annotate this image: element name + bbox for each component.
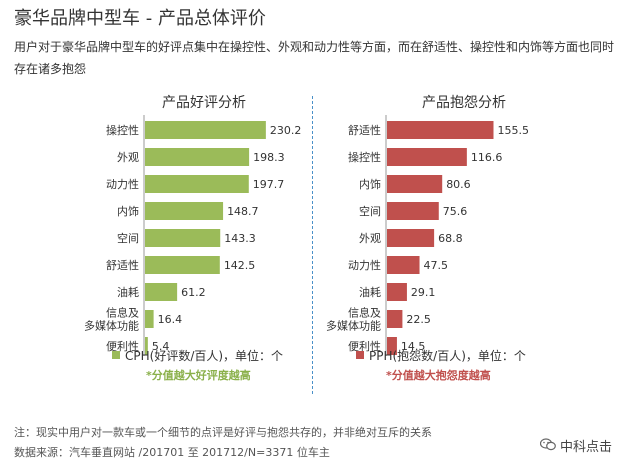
right-legend-label: PPH(抱怨数/百人)，单位：个 bbox=[369, 349, 526, 363]
positive-category-label: 操控性 bbox=[106, 123, 139, 137]
negative-bar bbox=[387, 175, 443, 193]
positive-bar-chart: 230.2 操控性 198.3 外观 197.7 动力性 148.7 内饰 143.3 空间 142… bbox=[84, 115, 302, 356]
positive-value-label: 197.7 bbox=[253, 178, 284, 191]
negative-bar bbox=[387, 202, 439, 220]
positive-bar bbox=[145, 283, 178, 301]
positive-category-label: 信息及多媒体功能 bbox=[84, 306, 139, 333]
negative-value-label: 155.5 bbox=[497, 124, 528, 137]
negative-bar bbox=[387, 121, 494, 139]
negative-category-label: 便利性 bbox=[348, 339, 381, 353]
negative-value-label: 116.6 bbox=[471, 151, 503, 164]
positive-category-label: 舒适性 bbox=[106, 258, 139, 272]
negative-category-label: 舒适性 bbox=[348, 123, 381, 137]
negative-value-label: 29.1 bbox=[411, 286, 436, 299]
brand-name: 中科点击 bbox=[559, 440, 612, 455]
positive-bar bbox=[145, 148, 250, 166]
left-chart-title: 产品好评分析 bbox=[162, 95, 246, 111]
negative-value-label: 75.6 bbox=[443, 205, 468, 218]
positive-bar bbox=[145, 229, 221, 247]
positive-bar bbox=[145, 310, 154, 328]
negative-category-label: 外观 bbox=[359, 232, 381, 245]
negative-category-label: 动力性 bbox=[348, 258, 381, 272]
negative-category-label: 内饰 bbox=[359, 177, 381, 191]
negative-category-label: 空间 bbox=[359, 204, 381, 218]
page-description: 用户对于豪华品牌中型车的好评点集中在操控性、外观和动力性等方面，而在舒适性、操控… bbox=[14, 40, 615, 76]
positive-category-label: 油耗 bbox=[117, 285, 139, 299]
negative-value-label: 68.8 bbox=[438, 232, 463, 245]
left-legend-label: CPH(好评数/百人)，单位：个 bbox=[125, 349, 284, 363]
positive-bar bbox=[145, 337, 148, 355]
positive-value-label: 143.3 bbox=[224, 232, 256, 245]
positive-value-label: 61.2 bbox=[181, 286, 206, 299]
negative-value-label: 80.6 bbox=[446, 178, 471, 191]
negative-bar bbox=[387, 337, 397, 355]
right-legend-swatch bbox=[356, 351, 364, 359]
wechat-icon bbox=[539, 438, 556, 455]
chart-divider bbox=[312, 96, 313, 394]
positive-value-label: 230.2 bbox=[270, 124, 302, 137]
positive-category-label: 内饰 bbox=[117, 204, 139, 218]
right-note: *分值越大抱怨度越高 bbox=[386, 369, 491, 382]
positive-category-label: 便利性 bbox=[106, 339, 139, 353]
positive-value-label: 142.5 bbox=[224, 259, 256, 272]
negative-bar bbox=[387, 256, 420, 274]
negative-bar bbox=[387, 148, 467, 166]
positive-category-label: 外观 bbox=[117, 151, 139, 164]
positive-bar bbox=[145, 175, 249, 193]
negative-value-label: 47.5 bbox=[424, 259, 449, 272]
positive-category-label: 动力性 bbox=[106, 177, 139, 191]
left-legend-swatch bbox=[112, 351, 120, 359]
negative-category-label: 操控性 bbox=[348, 150, 381, 164]
negative-bar bbox=[387, 310, 403, 328]
positive-bar bbox=[145, 256, 220, 274]
negative-bar bbox=[387, 283, 407, 301]
negative-bar bbox=[387, 229, 435, 247]
left-note: *分值越大好评度越高 bbox=[146, 369, 251, 382]
positive-bar bbox=[145, 121, 266, 139]
positive-value-label: 148.7 bbox=[227, 205, 259, 218]
negative-category-label: 油耗 bbox=[359, 285, 381, 299]
positive-category-label: 空间 bbox=[117, 231, 139, 245]
right-chart-title: 产品抱怨分析 bbox=[422, 95, 506, 111]
positive-value-label: 5.4 bbox=[152, 340, 170, 353]
footer-source: 数据来源：汽车垂直网站 /201701 至 201712/N=3371 位车主 bbox=[14, 446, 330, 459]
brand-watermark: 中科点击 bbox=[539, 436, 612, 455]
negative-value-label: 22.5 bbox=[406, 313, 431, 326]
positive-value-label: 16.4 bbox=[158, 313, 183, 326]
positive-value-label: 198.3 bbox=[253, 151, 284, 164]
right-legend: PPH(抱怨数/百人)，单位：个 bbox=[356, 347, 526, 364]
page-title: 豪华品牌中型车 - 产品总体评价 bbox=[14, 8, 266, 29]
left-legend: CPH(好评数/百人)，单位：个 bbox=[112, 347, 283, 364]
negative-bar-chart: 155.5 舒适性 116.6 操控性 80.6 内饰 75.6 空间 68.8 外观 47.5 动力… bbox=[326, 115, 529, 356]
positive-bar bbox=[145, 202, 224, 220]
negative-value-label: 14.5 bbox=[401, 340, 426, 353]
negative-category-label: 信息及多媒体功能 bbox=[326, 306, 381, 333]
footer-note: 注：现实中用户对一款车或一个细节的点评是好评与抱怨共存的，并非绝对互斥的关系 bbox=[14, 426, 432, 439]
